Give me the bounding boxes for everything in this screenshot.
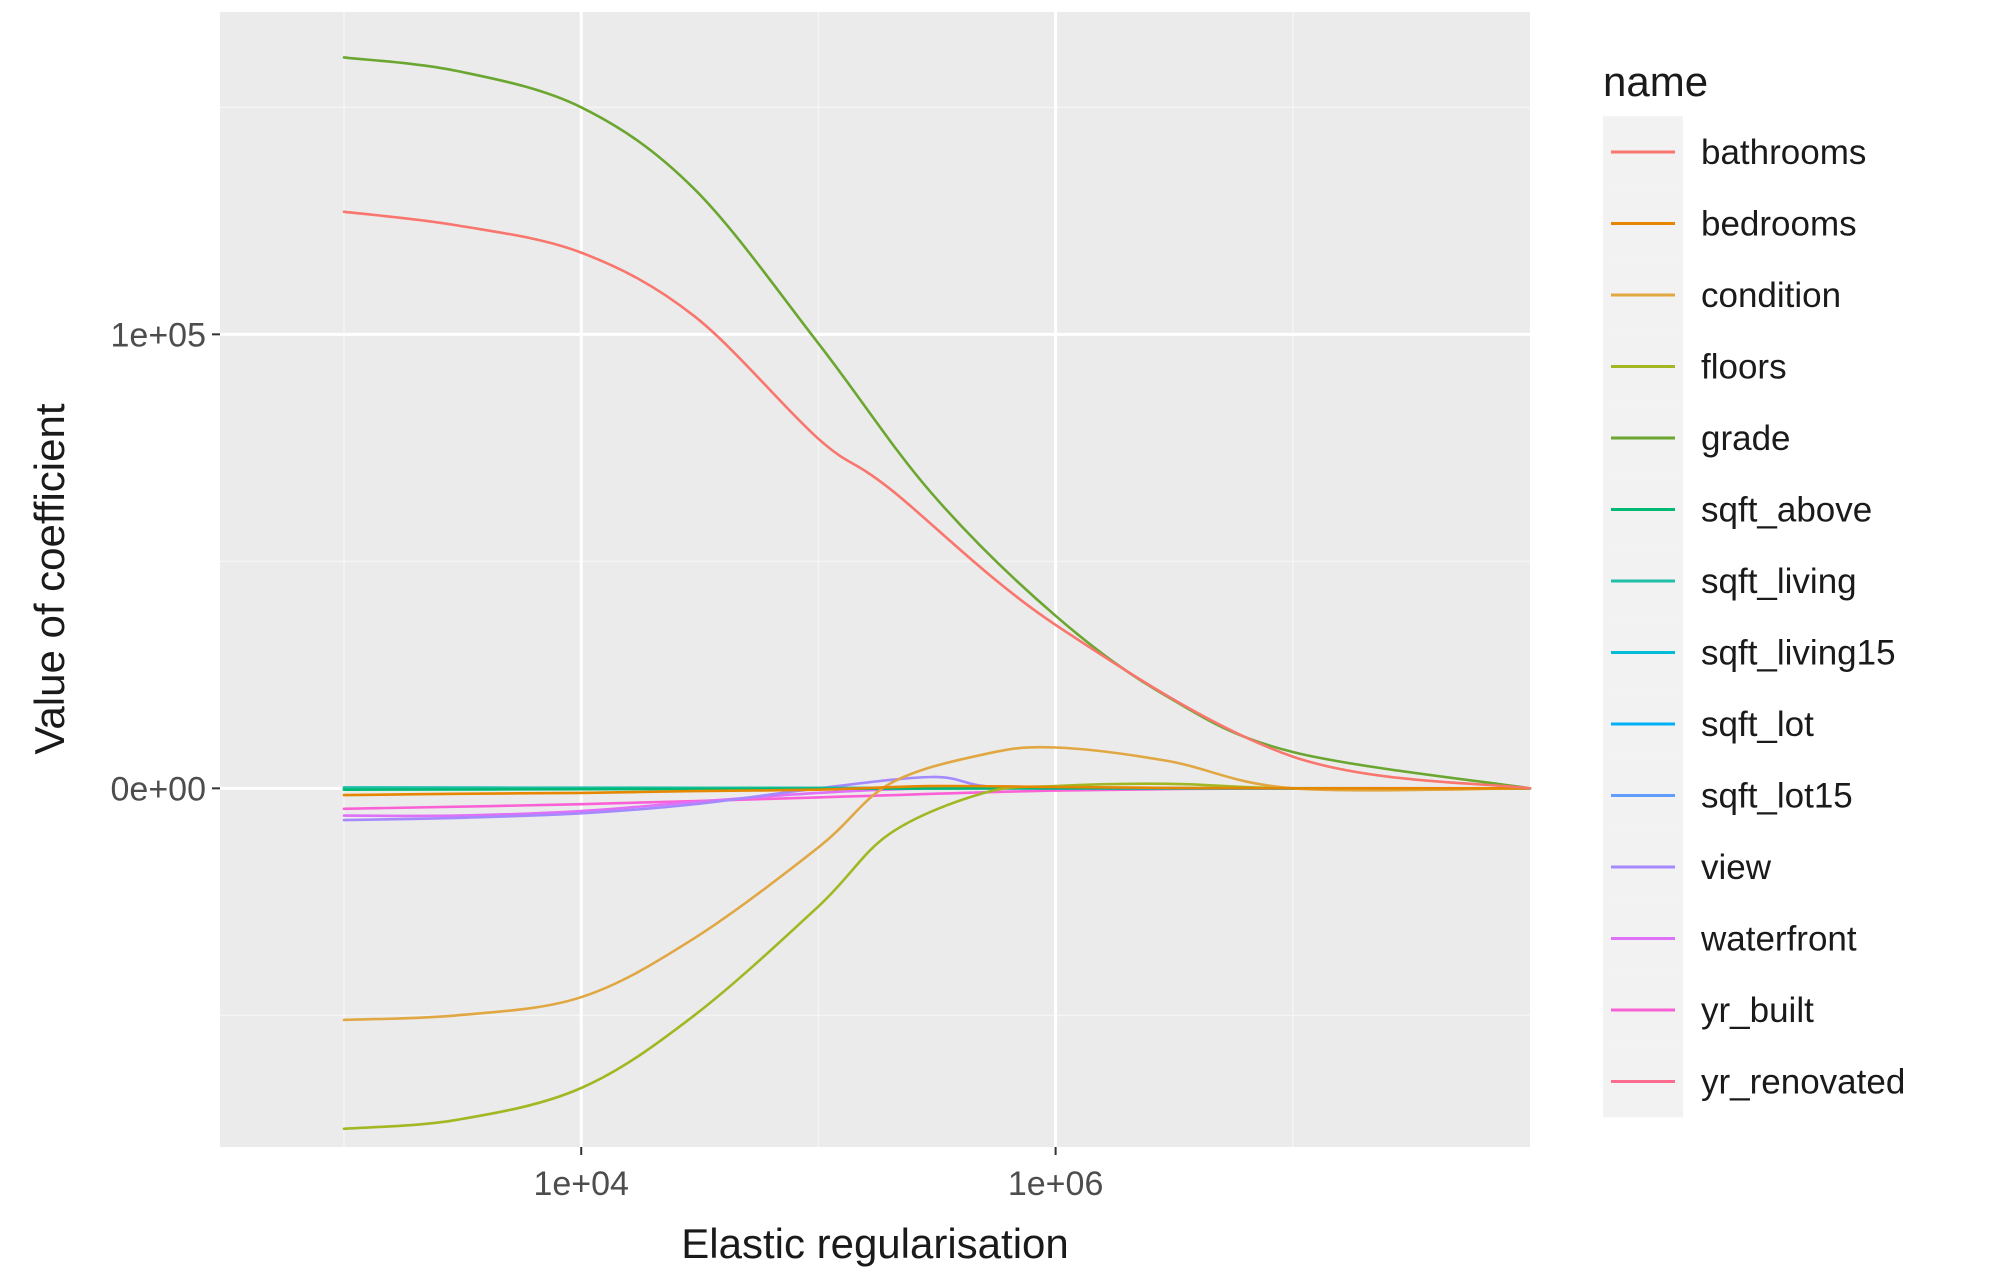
x-tick-label: 1e+06 [1008, 1165, 1104, 1203]
legend-label-condition: condition [1701, 276, 1841, 315]
legend-label-view: view [1701, 848, 1772, 887]
axis-tick-labels: 0e+00 1e+05 1e+04 1e+06 [111, 316, 1104, 1203]
legend-label-bedrooms: bedrooms [1701, 205, 1857, 244]
series-line-condition [342, 745, 1532, 1022]
legend-label-yr-renovated: yr_renovated [1701, 1063, 1905, 1102]
x-tick-label: 1e+04 [533, 1165, 629, 1203]
minor-gridlines [220, 12, 1530, 1147]
legend-label-sqft-above: sqft_above [1701, 491, 1872, 530]
legend-label-sqft-lot15: sqft_lot15 [1701, 777, 1853, 816]
series-line-bedrooms [342, 784, 1532, 797]
series-line-bathrooms [342, 210, 1532, 790]
legend-label-yr-built: yr_built [1701, 991, 1814, 1030]
legend-label-floors: floors [1701, 348, 1787, 387]
plot-panel [220, 12, 1530, 1147]
legend: name bathrooms bedrooms condition floors gra… [1603, 58, 1905, 1118]
x-axis-title: Elastic regularisation [681, 1220, 1069, 1267]
legend-label-sqft-living15: sqft_living15 [1701, 634, 1896, 673]
legend-title: name [1603, 58, 1708, 105]
legend-label-grade: grade [1701, 419, 1791, 458]
y-tick-label: 0e+00 [111, 770, 207, 808]
y-axis-title: Value of coefficient [26, 403, 73, 754]
legend-label-bathrooms: bathrooms [1701, 133, 1866, 172]
y-tick-label: 1e+05 [111, 316, 207, 354]
legend-label-sqft-lot: sqft_lot [1701, 705, 1814, 744]
axis-ticks [212, 333, 1057, 1155]
legend-label-waterfront: waterfront [1700, 920, 1857, 959]
series-lines [342, 56, 1532, 1131]
legend-label-sqft-living: sqft_living [1701, 562, 1857, 601]
